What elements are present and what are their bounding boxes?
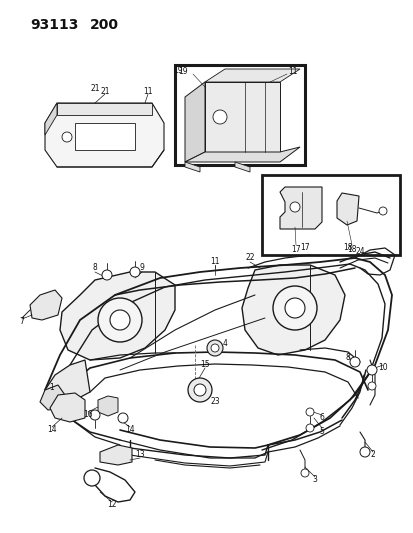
Text: 18: 18	[342, 244, 352, 253]
Circle shape	[366, 365, 376, 375]
Circle shape	[194, 384, 206, 396]
Circle shape	[305, 424, 313, 432]
Circle shape	[305, 408, 313, 416]
Circle shape	[212, 110, 226, 124]
Circle shape	[272, 286, 316, 330]
Text: 4: 4	[222, 340, 227, 349]
Polygon shape	[336, 193, 358, 225]
Polygon shape	[242, 265, 344, 355]
Text: 10: 10	[377, 364, 387, 373]
Text: 19: 19	[173, 66, 183, 75]
Text: 3: 3	[312, 475, 317, 484]
Circle shape	[211, 344, 218, 352]
Text: 5: 5	[319, 427, 324, 437]
Text: 9: 9	[139, 263, 144, 272]
Polygon shape	[40, 385, 65, 410]
Text: 22: 22	[244, 254, 254, 262]
Text: 2: 2	[370, 450, 375, 459]
Bar	[175, 65, 304, 165]
Circle shape	[130, 267, 140, 277]
Circle shape	[206, 340, 223, 356]
Polygon shape	[185, 82, 204, 162]
Text: 13: 13	[135, 450, 145, 459]
Circle shape	[62, 132, 72, 142]
Text: 19: 19	[178, 67, 188, 76]
Polygon shape	[45, 360, 90, 408]
Text: 1: 1	[50, 384, 54, 392]
Circle shape	[90, 410, 100, 420]
Circle shape	[284, 298, 304, 318]
Text: 17: 17	[290, 245, 300, 254]
Circle shape	[349, 357, 359, 367]
Text: 11: 11	[210, 257, 219, 266]
Circle shape	[118, 413, 128, 423]
Text: 17: 17	[299, 244, 309, 253]
Text: 93113: 93113	[30, 18, 78, 32]
Polygon shape	[235, 162, 249, 172]
Polygon shape	[100, 445, 132, 465]
Text: 6: 6	[319, 414, 324, 423]
Circle shape	[359, 447, 369, 457]
Polygon shape	[60, 272, 175, 360]
Text: 12: 12	[107, 500, 116, 510]
Text: 15: 15	[200, 360, 209, 369]
Polygon shape	[45, 103, 57, 135]
Bar	[261, 175, 399, 255]
Text: 16: 16	[83, 410, 93, 419]
Text: 24: 24	[354, 247, 364, 256]
Text: 21: 21	[100, 86, 109, 95]
Text: 8: 8	[93, 263, 97, 272]
Polygon shape	[185, 162, 199, 172]
Polygon shape	[57, 103, 152, 115]
Text: 14: 14	[125, 425, 135, 434]
Text: 23: 23	[210, 398, 219, 407]
Polygon shape	[185, 147, 299, 162]
Polygon shape	[75, 123, 135, 150]
Polygon shape	[98, 396, 118, 416]
Text: 8: 8	[345, 353, 349, 362]
Circle shape	[110, 310, 130, 330]
Circle shape	[289, 202, 299, 212]
Text: 7: 7	[19, 318, 24, 327]
Circle shape	[378, 207, 386, 215]
Polygon shape	[204, 69, 299, 82]
Text: 11: 11	[143, 86, 152, 95]
Text: 18: 18	[347, 245, 356, 254]
Circle shape	[98, 298, 142, 342]
Polygon shape	[45, 103, 164, 167]
Polygon shape	[50, 393, 85, 422]
Circle shape	[188, 378, 211, 402]
Text: 14: 14	[47, 425, 57, 434]
Polygon shape	[30, 290, 62, 320]
Circle shape	[300, 469, 308, 477]
Text: 11: 11	[287, 67, 297, 76]
Polygon shape	[204, 82, 279, 152]
Text: 21: 21	[90, 84, 100, 93]
Polygon shape	[279, 187, 321, 229]
Text: 200: 200	[90, 18, 119, 32]
Circle shape	[367, 382, 375, 390]
Circle shape	[84, 470, 100, 486]
Circle shape	[102, 270, 112, 280]
